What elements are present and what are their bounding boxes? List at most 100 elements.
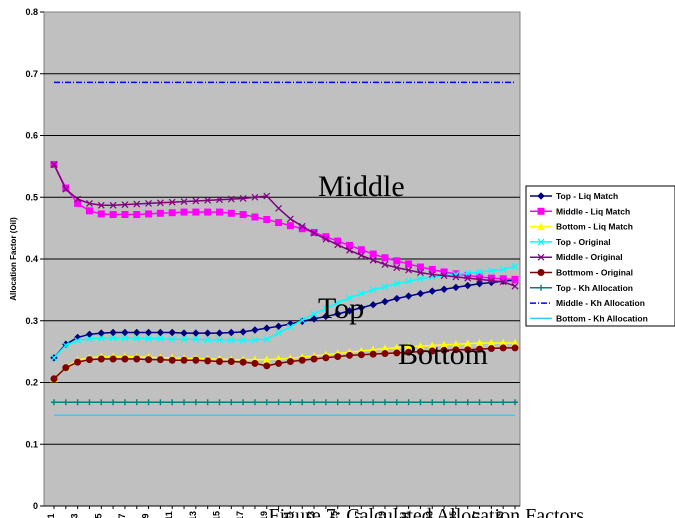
data-point [110,399,117,406]
legend-label: Top - Original [556,237,611,247]
data-point [511,344,519,352]
data-point [240,399,247,406]
data-point [51,399,57,406]
data-point [346,399,353,406]
data-point [156,335,164,343]
data-point [346,246,353,254]
legend-entry: Bottom - Kh Allocation [530,313,648,323]
data-point [464,346,472,354]
data-point [192,208,200,216]
y-tick-label: 0.3 [25,316,38,326]
data-point [192,329,200,337]
data-point [511,275,519,283]
data-point [97,201,105,209]
x-tick-label: 3 [70,513,80,518]
legend-label: Bottom - Kh Allocation [556,313,648,323]
annotation-top: Top [318,292,364,325]
data-point [298,356,306,364]
data-point [263,362,271,370]
data-point [109,355,117,363]
data-point [475,279,484,288]
data-point [97,210,105,218]
data-point [145,399,152,406]
data-point [145,356,153,364]
data-point [441,399,448,406]
data-point [274,322,283,331]
x-tick-label: 27 [353,511,363,518]
data-point [333,310,342,318]
legend-label: Bottmom - Original [556,268,633,278]
data-point [121,211,129,219]
data-point [357,304,366,312]
data-point [215,358,223,366]
data-point [180,208,188,216]
data-point [263,215,271,223]
data-point [345,307,354,315]
data-point [62,185,70,193]
data-point [369,250,377,258]
legend-entry: Top - Kh Allocation [530,283,633,293]
data-point [215,208,223,216]
data-point [512,399,518,406]
data-point [145,200,152,207]
data-point [204,336,212,344]
data-point [499,278,507,286]
data-point [251,326,259,334]
data-point [181,399,188,406]
data-point [133,355,141,363]
data-point [263,399,270,406]
data-point [381,399,388,406]
data-point [369,256,377,264]
data-point [393,349,401,357]
data-point [440,346,448,354]
data-point [417,275,424,283]
data-point [311,399,318,406]
data-point [133,200,141,208]
data-point [464,399,471,406]
legend-entry: Bottom - Liq Match [530,222,633,232]
data-point [452,346,460,354]
data-point [476,268,483,276]
data-point [334,353,342,361]
data-point [168,198,176,206]
data-point [440,272,448,280]
data-point [405,399,412,406]
data-point [537,222,545,231]
data-point [357,251,365,259]
data-point [511,282,519,290]
x-axis-ticks: 1 3 5 7 9 11 13 15 17 19 21 23 25 27 29 31 33 35 37 39 [44,505,520,518]
x-tick-label: 25 [330,511,340,518]
x-tick-label: 15 [211,511,221,518]
data-point [169,399,176,406]
data-point [393,257,401,265]
data-point [310,229,318,237]
data-point [487,267,495,275]
data-point [405,348,413,356]
data-point [133,399,140,406]
data-point [511,262,519,270]
data-point [86,335,93,343]
data-point [50,354,58,362]
data-point [393,294,401,303]
data-point [346,241,354,249]
data-point [121,399,128,406]
data-point [405,277,413,285]
data-point [416,263,424,271]
y-tick-label: 0.8 [25,7,38,17]
data-point [168,328,176,337]
data-point [487,345,495,353]
data-point [215,329,224,337]
series-4 [50,161,519,290]
data-point [239,358,247,366]
data-point [286,222,294,230]
data-point [109,211,117,219]
data-point [74,399,81,406]
data-point [251,193,259,201]
data-point [157,399,164,406]
data-point [537,269,545,276]
data-point [452,399,459,406]
data-point [74,199,82,207]
data-point [310,315,318,323]
data-point [133,334,141,342]
